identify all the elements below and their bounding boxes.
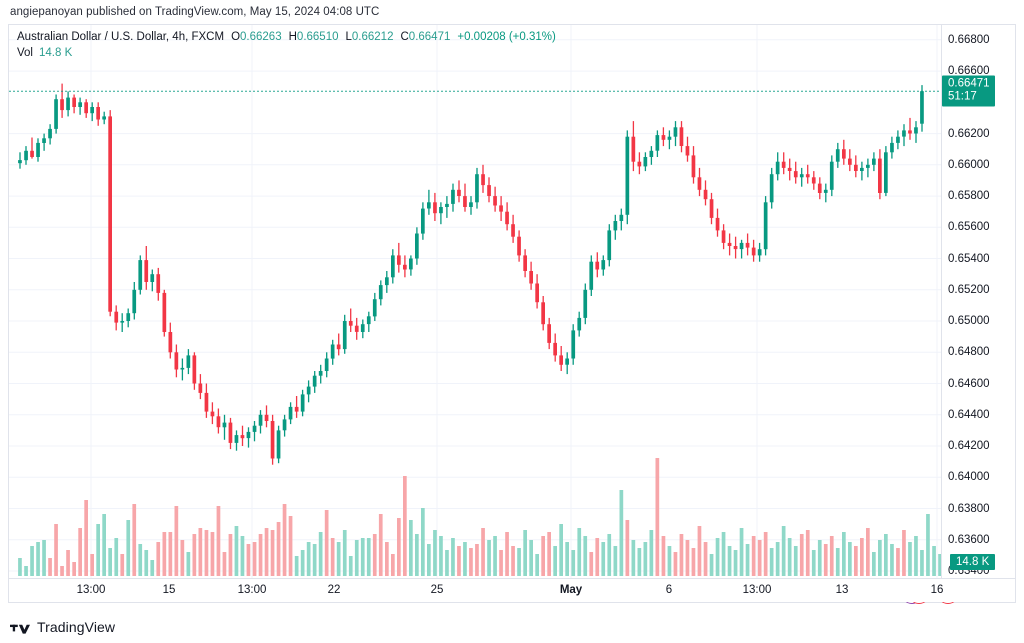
price-tick: 0.63600 xyxy=(948,533,990,546)
candlestick-svg xyxy=(9,25,941,578)
time-tick: 13:00 xyxy=(742,584,772,596)
time-tick: 25 xyxy=(430,584,444,596)
time-tick: 13:00 xyxy=(76,584,106,596)
tradingview-wordmark: TradingView xyxy=(37,619,116,635)
price-axis[interactable]: 0.66800 0.66600 0.66200 0.66000 0.65800 0.656… xyxy=(941,25,1015,578)
price-tick: 0.64200 xyxy=(948,440,990,452)
chart-plot-area[interactable] xyxy=(9,25,941,578)
price-tick: 0.65400 xyxy=(948,252,990,265)
time-tick: 15 xyxy=(162,584,176,596)
price-tick: 0.65200 xyxy=(948,283,990,296)
time-tick: 6 xyxy=(665,584,673,596)
time-tick: 16 xyxy=(930,584,944,596)
bar-countdown: 51:17 xyxy=(948,90,977,103)
chart-frame: Australian Dollar / U.S. Dollar, 4h, FXC… xyxy=(8,24,1016,604)
price-tick: 0.64400 xyxy=(948,408,990,421)
volume-badge: 14.8 K xyxy=(950,554,996,570)
price-tick: 0.64600 xyxy=(948,377,990,390)
time-tick: 22 xyxy=(327,584,341,596)
current-price-value: 0.66471 xyxy=(948,77,990,90)
footer-branding: TradingView xyxy=(10,619,115,635)
current-price-badge: 0.66471 51:17 xyxy=(942,75,995,107)
price-tick: 0.66600 xyxy=(948,65,990,78)
time-tick: 13:00 xyxy=(237,584,267,596)
tradingview-logo-icon xyxy=(10,624,30,634)
price-tick: 0.66200 xyxy=(948,127,990,140)
price-tick: 0.65000 xyxy=(948,315,990,327)
price-tick: 0.66800 xyxy=(948,33,990,46)
attribution-text: angiepanoyan published on TradingView.co… xyxy=(10,6,380,18)
price-tick: 0.63800 xyxy=(948,502,990,515)
price-tick: 0.65800 xyxy=(948,190,990,203)
time-tick: 13 xyxy=(835,584,849,596)
time-axis[interactable]: 13:00 15 13:00 22 25 May 6 13:00 13 16 xyxy=(9,578,1015,602)
price-tick: 0.64000 xyxy=(948,471,990,484)
price-tick: 0.65600 xyxy=(948,221,990,234)
time-tick: May xyxy=(559,584,583,596)
price-tick: 0.66000 xyxy=(948,158,990,171)
price-tick: 0.64800 xyxy=(948,346,990,359)
